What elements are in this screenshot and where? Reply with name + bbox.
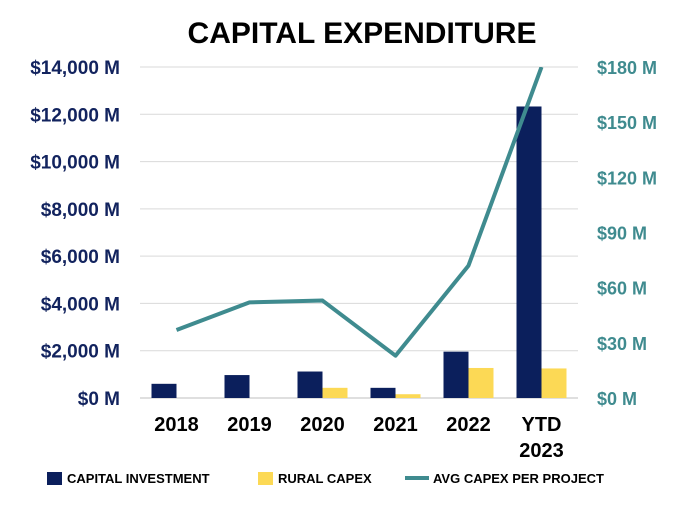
legend-swatch	[47, 472, 62, 485]
bar-rural-capex	[468, 367, 494, 398]
gridlines	[140, 66, 578, 399]
right-tick-label: $30 M	[597, 334, 647, 354]
right-tick-label: $150 M	[597, 113, 657, 133]
right-tick-label: $60 M	[597, 279, 647, 299]
x-tick-label: 2018	[154, 414, 199, 436]
bars	[151, 106, 567, 398]
right-tick-label: $180 M	[597, 58, 657, 78]
left-tick-label: $6,000 M	[41, 247, 120, 268]
line-avg-capex-per-project	[175, 67, 544, 358]
legend-label: CAPITAL INVESTMENT	[67, 471, 210, 486]
bar-capital-investment	[370, 387, 396, 398]
line-series	[175, 67, 544, 358]
x-tick-label: 2019	[227, 414, 272, 436]
bar-capital-investment	[297, 371, 323, 398]
left-tick-label: $2,000 M	[41, 342, 120, 363]
left-tick-label: $8,000 M	[41, 200, 120, 221]
x-axis: 2018 2019 2020 2021 2022 YTD 2023	[154, 414, 564, 462]
bar-rural-capex	[541, 368, 567, 398]
right-tick-label: $120 M	[597, 168, 657, 188]
x-tick-label: 2020	[300, 414, 345, 436]
legend-label: AVG CAPEX PER PROJECT	[433, 471, 604, 486]
legend-swatch	[258, 472, 273, 485]
left-tick-label: $10,000 M	[30, 153, 120, 174]
chart-title: CAPITAL EXPENDITURE	[188, 17, 537, 50]
left-tick-label: $4,000 M	[41, 294, 120, 315]
left-axis: $0 M $2,000 M $4,000 M $6,000 M $8,000 M $10,…	[30, 58, 120, 410]
left-tick-label: $12,000 M	[30, 105, 120, 126]
x-tick-label-line2: 2023	[519, 440, 564, 462]
bar-capital-investment	[151, 383, 177, 398]
legend-label: RURAL CAPEX	[278, 471, 372, 486]
left-tick-label: $0 M	[78, 389, 120, 410]
x-tick-label: 2021	[373, 414, 418, 436]
legend: CAPITAL INVESTMENT RURAL CAPEX AVG CAPEX P…	[47, 471, 604, 486]
right-tick-label: $90 M	[597, 224, 647, 244]
bar-rural-capex	[322, 387, 348, 398]
bar-capital-investment	[443, 351, 469, 398]
x-tick-label: YTD	[522, 414, 562, 436]
left-tick-label: $14,000 M	[30, 58, 120, 79]
bar-capital-investment	[224, 375, 250, 398]
right-tick-label: $0 M	[597, 389, 637, 409]
x-tick-label: 2022	[446, 414, 491, 436]
bar-capital-investment	[516, 106, 542, 398]
bar-rural-capex	[395, 394, 421, 398]
right-axis: $0 M $30 M $60 M $90 M $120 M $150 M $180 M	[597, 58, 657, 409]
